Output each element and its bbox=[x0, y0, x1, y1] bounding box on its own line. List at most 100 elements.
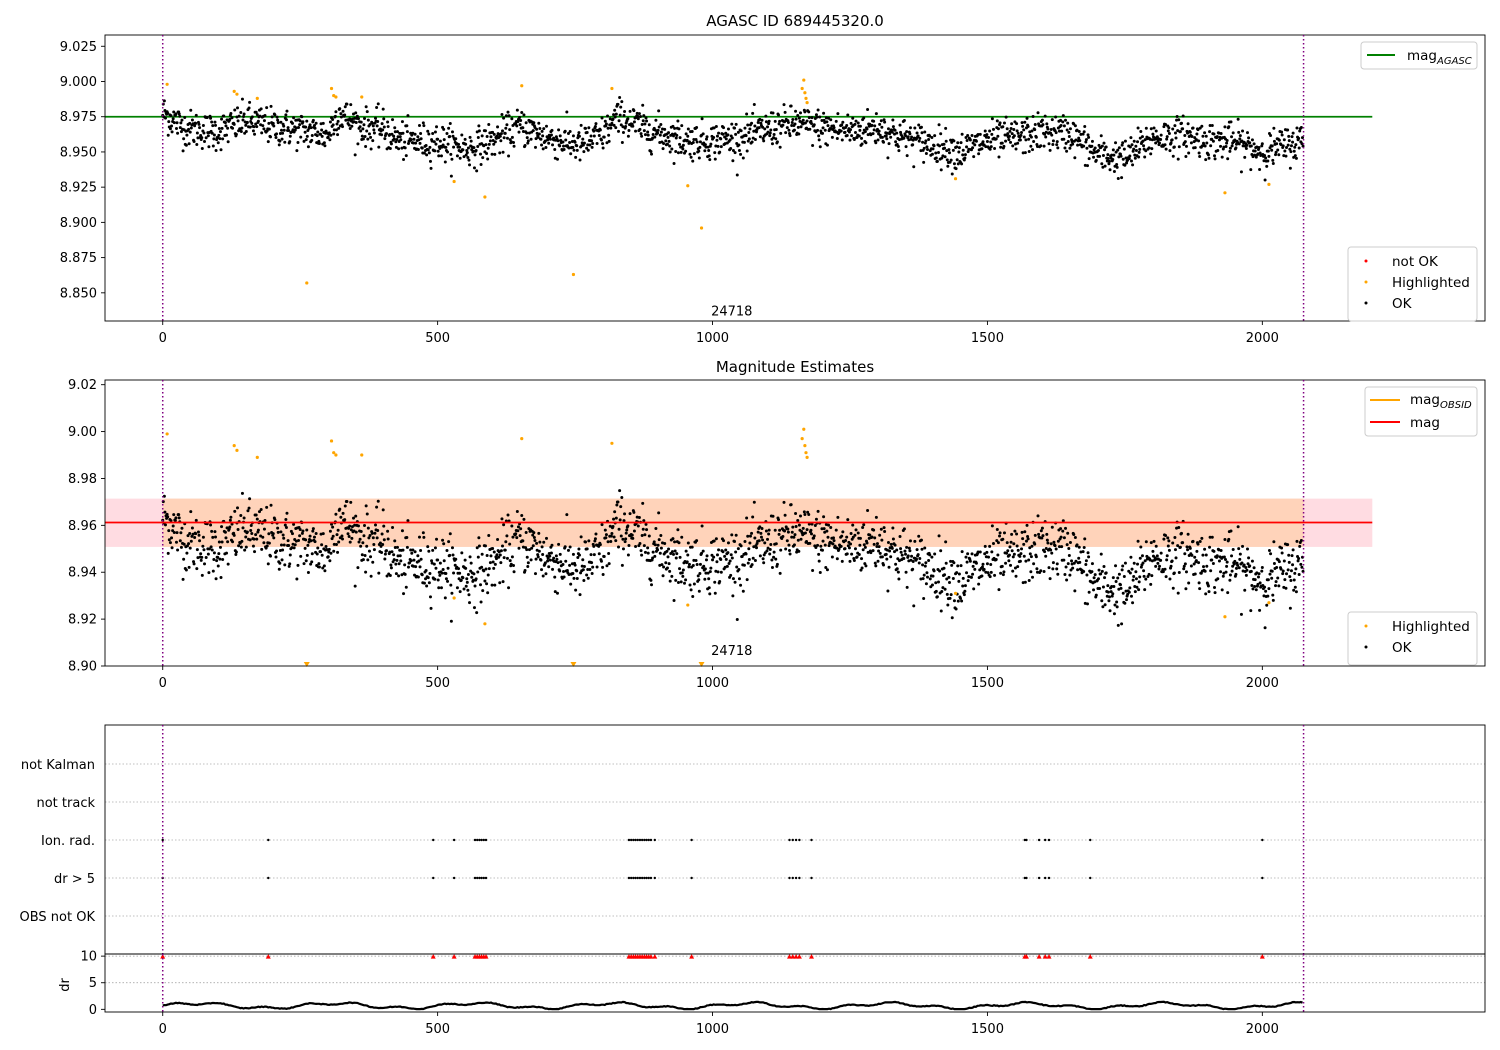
ok-point bbox=[1092, 588, 1096, 592]
ok-point bbox=[1292, 588, 1296, 592]
ok-point bbox=[1009, 127, 1013, 131]
ok-point bbox=[733, 151, 737, 155]
ok-point bbox=[363, 135, 367, 139]
ok-point bbox=[1123, 139, 1127, 143]
ok-point bbox=[296, 563, 300, 567]
ok-point bbox=[614, 112, 618, 116]
ok-point bbox=[1152, 126, 1156, 130]
ok-point bbox=[790, 530, 794, 534]
ok-point bbox=[403, 146, 407, 150]
ok-point bbox=[939, 132, 943, 136]
ok-point bbox=[670, 550, 674, 554]
ok-point bbox=[287, 544, 291, 548]
ok-point bbox=[952, 139, 956, 143]
ok-point bbox=[309, 539, 313, 543]
ok-point bbox=[887, 142, 891, 146]
legend-label: Highlighted bbox=[1392, 275, 1470, 291]
ok-point bbox=[496, 125, 500, 129]
ok-point bbox=[830, 555, 834, 559]
ok-point bbox=[1162, 537, 1166, 541]
ok-point bbox=[725, 564, 729, 568]
ok-point bbox=[1221, 574, 1225, 578]
ok-point bbox=[711, 558, 715, 562]
ok-point bbox=[678, 555, 682, 559]
ok-point bbox=[850, 134, 854, 138]
ok-point bbox=[361, 541, 365, 545]
ok-point bbox=[792, 543, 796, 547]
ok-point bbox=[1090, 144, 1094, 148]
ok-point bbox=[535, 541, 539, 545]
ok-point bbox=[295, 149, 299, 153]
ok-point bbox=[1134, 144, 1138, 148]
ok-point bbox=[428, 145, 432, 149]
ok-point bbox=[805, 539, 809, 543]
ok-point bbox=[1237, 547, 1241, 551]
ok-point bbox=[1061, 120, 1065, 124]
ok-point bbox=[641, 103, 645, 107]
ok-point bbox=[621, 125, 625, 129]
ok-point bbox=[1065, 149, 1069, 153]
ok-point bbox=[905, 130, 909, 134]
ok-point bbox=[170, 130, 174, 134]
ok-point bbox=[175, 531, 179, 535]
ok-point bbox=[1082, 130, 1086, 134]
ok-point bbox=[852, 138, 856, 142]
ok-point bbox=[331, 123, 335, 127]
ok-point bbox=[486, 146, 490, 150]
ok-point bbox=[1208, 124, 1212, 128]
ok-point bbox=[1258, 608, 1262, 612]
ok-point bbox=[177, 513, 181, 517]
ok-point bbox=[201, 544, 205, 548]
ok-point bbox=[413, 550, 417, 554]
ok-point bbox=[338, 107, 342, 111]
ok-point bbox=[1066, 531, 1070, 535]
ok-point bbox=[905, 154, 909, 158]
ok-point bbox=[690, 545, 694, 549]
ok-point bbox=[628, 512, 632, 516]
ok-point bbox=[446, 150, 450, 154]
ok-point bbox=[1256, 575, 1260, 579]
ok-point bbox=[731, 148, 735, 152]
ok-point bbox=[1211, 139, 1215, 143]
ok-point bbox=[1152, 539, 1156, 543]
ok-point bbox=[538, 126, 542, 130]
ok-point bbox=[935, 159, 939, 163]
ok-point bbox=[1287, 560, 1291, 564]
ok-point bbox=[903, 549, 907, 553]
ok-point bbox=[895, 131, 899, 135]
ok-point bbox=[981, 562, 985, 566]
ok-point bbox=[414, 565, 418, 569]
ok-point bbox=[437, 586, 441, 590]
ok-point bbox=[487, 567, 491, 571]
ok-point bbox=[858, 124, 862, 128]
ok-point bbox=[773, 119, 777, 123]
ok-point bbox=[733, 580, 737, 584]
ok-point bbox=[898, 123, 902, 127]
ok-point bbox=[567, 146, 571, 150]
ok-point bbox=[664, 139, 668, 143]
ok-point bbox=[1298, 544, 1302, 548]
ok-point bbox=[686, 553, 690, 557]
ok-point bbox=[622, 519, 626, 523]
ok-point bbox=[526, 141, 530, 145]
ok-point bbox=[1187, 581, 1191, 585]
ok-point bbox=[537, 549, 541, 553]
ok-point bbox=[1027, 558, 1031, 562]
ok-point bbox=[704, 558, 708, 562]
ok-point bbox=[337, 126, 341, 130]
ok-point bbox=[525, 136, 529, 140]
ok-point bbox=[688, 152, 692, 156]
ok-point bbox=[663, 542, 667, 546]
ok-point bbox=[320, 553, 324, 557]
ok-point bbox=[1077, 130, 1081, 134]
ok-point bbox=[451, 134, 455, 138]
ok-point bbox=[358, 537, 362, 541]
ok-point bbox=[1208, 535, 1212, 539]
ok-point bbox=[428, 572, 432, 576]
flag-point bbox=[1023, 876, 1027, 880]
ok-point bbox=[1129, 159, 1133, 163]
ok-point bbox=[998, 531, 1002, 535]
ok-point bbox=[588, 568, 592, 572]
ok-point bbox=[656, 131, 660, 135]
ok-point bbox=[623, 110, 627, 114]
